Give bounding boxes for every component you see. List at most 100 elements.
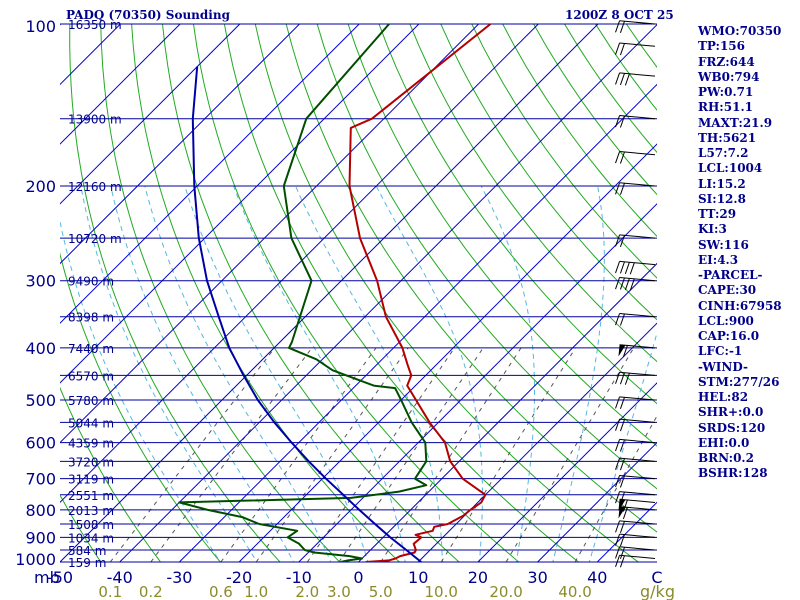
height-label: 13900 m [68,113,122,127]
mixing-ratio-label: 2.0 [295,583,319,600]
isotherm [298,203,657,562]
wind-barb [615,533,656,547]
side-panel-item: -PARCEL- [698,268,763,282]
wind-barb [615,276,656,291]
height-label: 9490 m [68,275,114,289]
pressure-tick-label: 300 [25,272,56,291]
mixing-ratio-label: 0.2 [139,583,163,600]
temperature-tick-label: 10 [408,568,428,587]
dry-adiabat [60,386,162,562]
side-panel-item: PW:0.71 [698,85,754,99]
height-label: 3119 m [68,473,114,487]
side-panel-item: TT:29 [698,207,737,221]
side-panel-item: EI:4.3 [698,252,739,267]
mixing-ratio-label: 1.0 [244,583,268,600]
dry-adiabat [781,24,800,573]
mixing-ratio-line [505,347,635,562]
height-label: 584 m [68,544,106,558]
profile-lines [178,24,492,562]
dry-adiabat [162,24,460,562]
wind-barb [618,498,656,512]
temperature-tick-label: 30 [527,568,547,587]
pressure-tick-label: 100 [25,17,56,36]
wind-barb [615,371,656,385]
isotherm [477,382,657,562]
mixing-ratio-line [306,347,455,562]
mixing-ratio-label: 5.0 [369,583,393,600]
side-panel-item: WMO:70350 [698,24,782,38]
height-label: 1034 m [68,531,114,545]
wind-barb [615,396,656,409]
temperature-tick-label: -40 [107,568,133,587]
isobar-lines [60,23,657,563]
height-label: 10720 m [68,232,122,246]
wind-barb [615,457,656,471]
pressure-tick-label: 800 [25,501,56,520]
wind-barb [615,72,656,86]
side-panel-item: WB0:794 [698,69,760,84]
wind-barb [615,312,656,326]
temperature-line [348,24,492,562]
dry-adiabat [193,24,520,562]
isotherm [537,441,657,562]
pressure-tick-label: 400 [25,339,56,358]
dry-adiabat [440,24,657,321]
isotherm [179,83,657,562]
side-panel-item: EHI:0.0 [698,435,750,450]
wind-barb [618,344,656,358]
wind-barb [615,418,656,432]
stability-indices-panel: WMO:70350 TP:156 FRZ:644 WB0:794 PW:0.71 RH:5… [698,24,782,482]
pressure-tick-label: 900 [25,528,56,547]
mixing-ratio-unit-label: g/kg [640,582,675,600]
wind-barb [615,260,656,275]
side-panel-item: HEL:82 [698,390,749,404]
side-panel-item: -WIND- [698,359,748,374]
side-panel-item: CAPE:30 [698,283,757,298]
dry-adiabat [60,252,221,562]
wind-barb [615,546,656,559]
wind-barb [615,520,656,533]
height-label: 2551 m [68,489,114,503]
side-panel-item: BSHR:128 [698,466,768,481]
mixing-ratio-label: 20.0 [489,583,522,600]
temperature-tick-label: -20 [226,568,252,587]
moist-adiabat [375,185,483,562]
height-label: 16350 m [68,18,122,32]
dry-adiabat [69,24,281,562]
isotherm [0,24,1,562]
isotherm [60,24,420,384]
mixing-ratio-label: 10.0 [425,583,458,600]
side-panel-item: RH:51.1 [698,100,753,115]
height-label: 159 m [68,556,106,570]
pressure-unit-label: mb [34,568,60,587]
isotherm [358,262,657,562]
mixing-ratio-label: 3.0 [327,583,351,600]
dry-adiabat [60,494,102,562]
wind-barb [615,151,656,164]
side-panel-item: LCL:900 [698,313,754,328]
height-label: 6570 m [68,369,114,383]
side-panel-item: MAXT:21.9 [698,115,773,130]
isotherm [417,322,657,562]
parcel-line [191,66,422,562]
side-panel-item: TH:5621 [698,130,757,145]
isotherm [60,24,599,562]
mixing-ratio-line [220,347,377,562]
wind-barb [615,491,656,504]
pressure-tick-label: 500 [25,391,56,410]
pressure-tick-label: 200 [25,177,56,196]
mixing-ratio-label: 40.0 [558,583,591,600]
dewpoint-line [178,24,428,562]
pressure-tick-label: 1000 [15,550,56,569]
mixing-ratio-line [380,347,522,562]
isotherm [60,24,241,205]
dry-adiabat [285,24,657,533]
height-label: 4359 m [68,437,114,451]
wind-barb [615,438,656,452]
isotherm [119,24,657,562]
chart-timestamp: 1200Z 8 OCT 25 [565,8,674,22]
wind-barb [615,554,656,568]
height-label: 5044 m [68,416,114,430]
side-panel-item: LCL:1004 [698,161,763,176]
